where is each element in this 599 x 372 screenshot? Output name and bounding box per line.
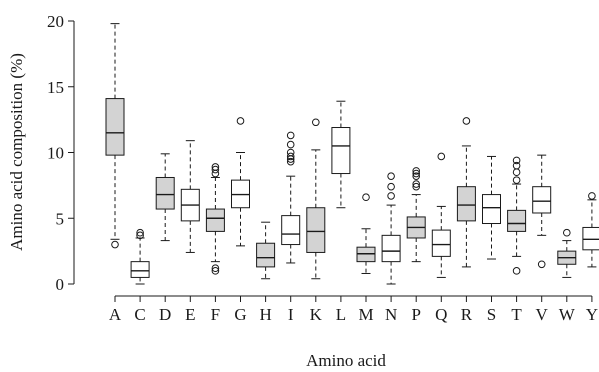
box-K [306, 118, 326, 280]
box-F [205, 163, 225, 275]
x-tick-label: C [134, 305, 145, 324]
outlier-point [211, 267, 220, 275]
x-tick-label: P [411, 305, 420, 324]
outlier-point [312, 118, 320, 127]
box-C [130, 228, 150, 285]
y-tick-label: 0 [56, 275, 65, 294]
box-series [105, 23, 599, 285]
box-T [507, 156, 527, 275]
box-I [281, 131, 301, 264]
iqr-box [431, 229, 451, 257]
outlier-point [286, 131, 295, 140]
outlier-point [387, 172, 395, 180]
x-tick-label: L [336, 305, 346, 324]
outlier-point [211, 264, 220, 273]
iqr-box [130, 261, 150, 278]
outlier-point [412, 167, 421, 175]
x-tick-label: A [109, 305, 122, 324]
outlier-point [412, 182, 421, 191]
iqr-box [155, 176, 175, 210]
outlier-point [236, 117, 245, 125]
y-tick-label: 5 [56, 209, 65, 228]
outlier-point [563, 228, 571, 237]
outlier-point [512, 161, 521, 170]
x-tick-label: I [288, 305, 294, 324]
outlier-point [412, 180, 421, 188]
x-tick-label: G [234, 305, 246, 324]
iqr-box [507, 209, 527, 232]
x-tick-label: W [559, 305, 576, 324]
iqr-box [205, 208, 225, 232]
outlier-point [111, 240, 119, 249]
box-D [155, 153, 175, 242]
box-G [231, 117, 250, 247]
y-tick-label: 10 [47, 144, 64, 163]
outlier-point [211, 163, 220, 171]
iqr-box [331, 127, 351, 175]
outlier-point [387, 182, 395, 191]
y-tick-label: 20 [47, 12, 64, 31]
iqr-box [256, 242, 276, 268]
iqr-box [105, 98, 125, 156]
box-N [381, 172, 401, 285]
box-P [406, 167, 426, 263]
iqr-box [456, 186, 476, 222]
iqr-box [281, 215, 301, 246]
x-tick-label: M [358, 305, 373, 324]
box-R [456, 117, 476, 268]
box-H [256, 221, 276, 280]
iqr-box [381, 234, 401, 263]
x-tick-label: K [310, 305, 323, 324]
x-tick-label: E [185, 305, 195, 324]
x-axis-label: Amino acid [306, 351, 386, 370]
outlier-point [286, 148, 295, 157]
outlier-point [537, 260, 546, 269]
box-V [532, 154, 552, 269]
outlier-point [286, 140, 295, 149]
iqr-box [532, 186, 552, 214]
outlier-point [211, 165, 220, 174]
x-tick-label: F [211, 305, 220, 324]
iqr-box [482, 194, 501, 225]
outlier-point [588, 192, 596, 200]
outlier-point [286, 157, 295, 166]
box-E [180, 140, 200, 253]
x-tick-label: Q [435, 305, 447, 324]
outlier-point [512, 176, 521, 184]
x-tick-label: V [536, 305, 549, 324]
x-tick-label: S [487, 305, 496, 324]
y-axis-label: Amino acid composition (%) [7, 53, 26, 251]
x-tick-label: T [511, 305, 522, 324]
outlier-point [136, 228, 144, 237]
outlier-point [412, 169, 421, 178]
y-tick-label: 15 [47, 78, 64, 97]
box-M [356, 193, 376, 274]
x-tick-label: R [461, 305, 473, 324]
x-tick-label: N [385, 305, 397, 324]
x-tick-label: Y [586, 305, 598, 324]
outlier-point [286, 152, 295, 161]
outlier-point [437, 152, 446, 161]
box-L [331, 100, 351, 209]
outlier-point [136, 231, 144, 240]
x-tick-label: H [259, 305, 271, 324]
outlier-point [512, 156, 521, 165]
iqr-box [306, 207, 326, 253]
outlier-point [387, 192, 395, 200]
y-axis: 0 5 10 15 20 [47, 12, 75, 294]
outlier-point [462, 117, 471, 125]
outlier-point [512, 168, 521, 177]
box-Y [582, 192, 599, 268]
x-tick-label: D [159, 305, 171, 324]
box-W [557, 228, 577, 278]
outlier-point [412, 172, 421, 180]
box-S [482, 155, 501, 260]
box-Q [431, 152, 451, 278]
box-A [105, 23, 125, 249]
outlier-point [512, 267, 521, 275]
outlier-point [362, 193, 370, 202]
